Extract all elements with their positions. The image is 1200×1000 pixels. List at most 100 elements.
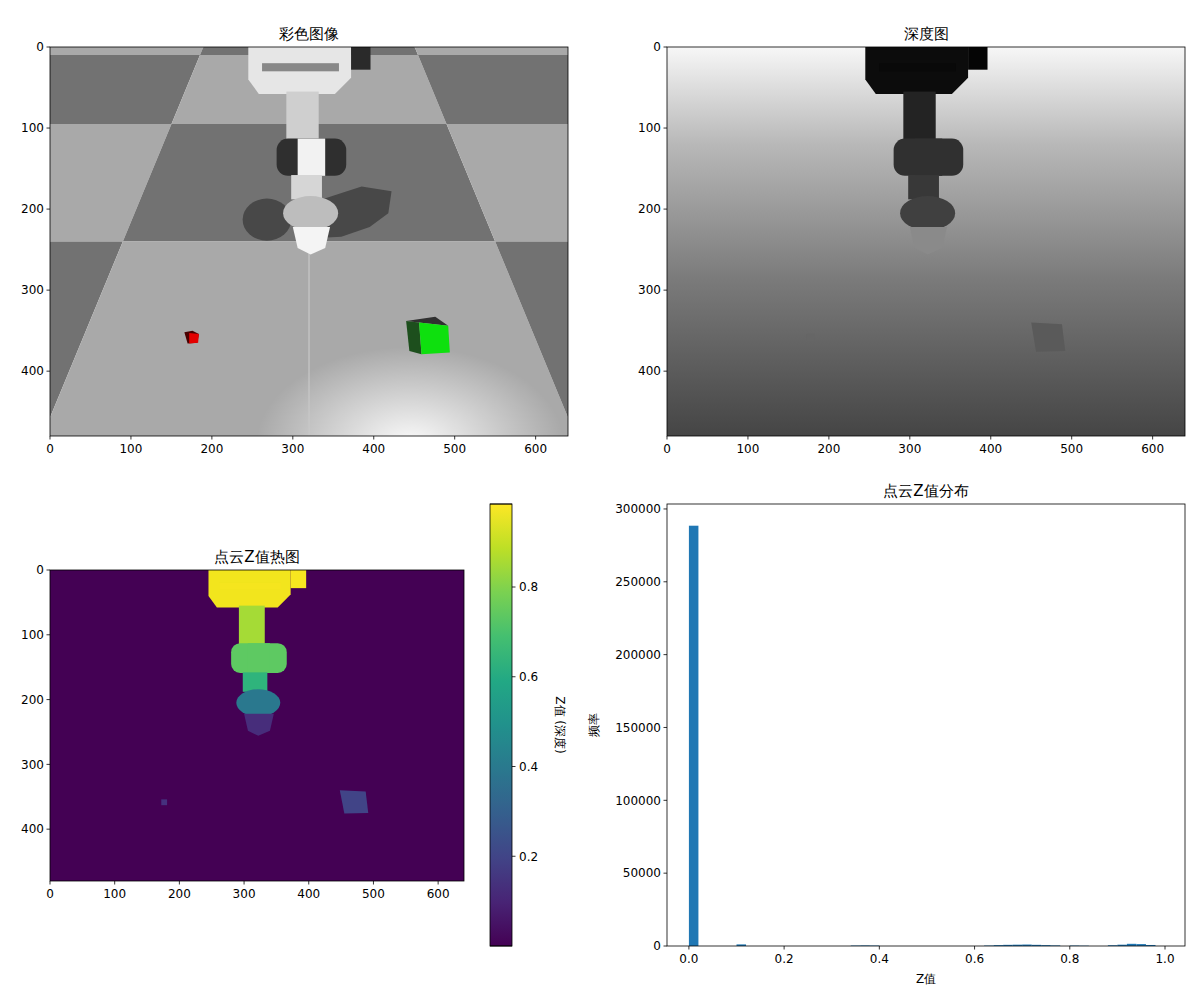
y-tick — [47, 634, 51, 635]
robot-joint-band — [915, 139, 943, 176]
image-content — [667, 47, 1185, 436]
x-tick-label: 600 — [1141, 442, 1164, 456]
y-tick-label: 100000 — [615, 794, 661, 808]
x-tick — [1165, 946, 1166, 950]
x-tick — [909, 436, 910, 440]
y-tick-label: 0 — [36, 563, 44, 577]
y-tick — [47, 699, 51, 700]
image-area — [667, 47, 1185, 436]
x-tick-label: 500 — [443, 442, 466, 456]
axes: 01002003004005006000100200300400点云Z值热图 — [21, 548, 464, 901]
x-tick-label: 1.0 — [1155, 952, 1174, 966]
x-tick — [990, 436, 991, 440]
y-tick-label: 300 — [638, 283, 661, 297]
x-tick-label: 0.6 — [965, 952, 984, 966]
shadow — [243, 199, 292, 241]
y-tick — [47, 371, 51, 372]
y-axis-title: 频率 — [587, 713, 601, 737]
colorbar-end — [490, 504, 512, 505]
axes: 0.00.20.40.60.81.00500001000001500002000… — [615, 482, 1185, 966]
light-spot — [256, 347, 564, 436]
x-tick-label: 300 — [233, 887, 256, 901]
y-tick-label: 250000 — [615, 575, 661, 589]
y-tick — [47, 128, 51, 129]
floor-tile — [395, 47, 568, 55]
y-tick — [664, 371, 668, 372]
colorbar-tick — [512, 856, 516, 857]
colorbar-tick-label: 0.6 — [519, 670, 538, 684]
x-tick — [974, 946, 975, 950]
floor-tile — [447, 124, 568, 242]
x-tick — [211, 436, 212, 440]
robot-joint — [277, 139, 347, 176]
robot-base — [248, 47, 351, 94]
y-tick — [47, 290, 51, 291]
y-tick — [664, 654, 668, 655]
x-tick — [50, 881, 51, 885]
x-tick — [373, 881, 374, 885]
panel-title: 深度图 — [904, 25, 949, 43]
axes-frame — [667, 47, 1185, 436]
x-tick — [1071, 436, 1072, 440]
x-tick — [879, 946, 880, 950]
y-tick-label: 400 — [638, 364, 661, 378]
x-tick-label: 500 — [362, 887, 385, 901]
y-tick-label: 50000 — [623, 866, 661, 880]
y-tick-label: 0 — [653, 40, 661, 54]
x-tick — [114, 881, 115, 885]
image-content — [50, 47, 568, 436]
x-axis-title: Z值 — [916, 972, 936, 986]
y-tick-label: 300000 — [615, 502, 661, 516]
y-tick — [47, 47, 51, 48]
floor-tile — [418, 55, 568, 124]
robot-link — [291, 175, 322, 199]
figure: 0.20.40.60.8Z值 (深度)Z值频率01002003004005006… — [0, 0, 1200, 1000]
y-tick-label: 200000 — [615, 648, 661, 662]
y-tick-label: 400 — [21, 364, 44, 378]
robot-part — [219, 583, 280, 589]
robot-link — [908, 175, 939, 199]
colorbar-label: Z值 (深度) — [553, 696, 567, 753]
y-tick-label: 300 — [21, 283, 44, 297]
x-tick-label: 300 — [281, 442, 304, 456]
x-tick-label: 500 — [1060, 442, 1083, 456]
x-tick — [1152, 436, 1153, 440]
x-tick-label: 200 — [168, 887, 191, 901]
image-area — [50, 570, 464, 881]
x-tick — [438, 881, 439, 885]
floor-seam — [308, 242, 309, 437]
green-cube — [419, 323, 450, 355]
x-tick-label: 0.4 — [870, 952, 889, 966]
x-tick-label: 0.2 — [775, 952, 794, 966]
y-tick-label: 100 — [21, 121, 44, 135]
x-tick-label: 400 — [979, 442, 1002, 456]
robot-base — [208, 570, 290, 608]
y-tick-label: 300 — [21, 758, 44, 772]
axes-frame — [50, 47, 568, 436]
x-tick-label: 200 — [200, 442, 223, 456]
y-tick — [664, 873, 668, 874]
heatmap-background — [50, 570, 464, 881]
red-cube — [189, 333, 199, 344]
x-tick — [1069, 946, 1070, 950]
y-tick — [47, 209, 51, 210]
hist-bar — [689, 526, 699, 946]
x-tick-label: 400 — [362, 442, 385, 456]
x-tick-label: 100 — [736, 442, 759, 456]
y-tick — [47, 764, 51, 765]
y-tick — [664, 128, 668, 129]
axes: 01002003004005006000100200300400彩色图像 — [21, 25, 568, 456]
x-tick — [688, 946, 689, 950]
y-tick-label: 400 — [21, 822, 44, 836]
y-tick-label: 0 — [36, 40, 44, 54]
image-area — [50, 47, 568, 436]
x-tick — [244, 881, 245, 885]
x-tick — [292, 436, 293, 440]
x-tick-label: 0 — [46, 887, 54, 901]
axes: 01002003004005006000100200300400深度图 — [638, 25, 1185, 456]
robot-end — [910, 227, 947, 255]
red-cube-depth — [806, 334, 814, 342]
robot-link — [243, 672, 268, 691]
green-cube-side — [406, 321, 421, 354]
y-tick — [47, 829, 51, 830]
